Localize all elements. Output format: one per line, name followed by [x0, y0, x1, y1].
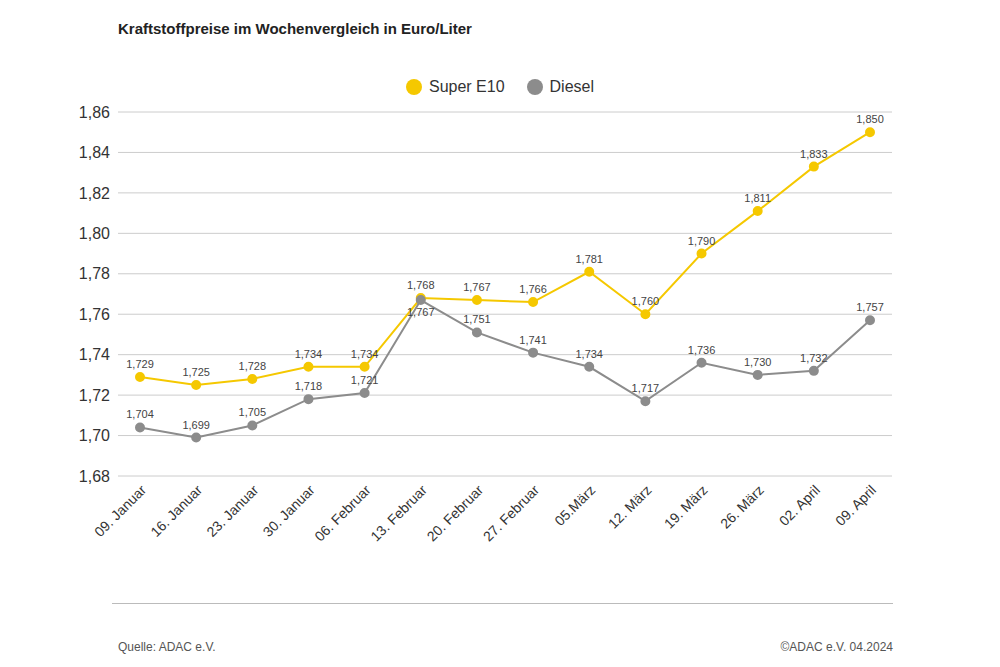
svg-text:09. April: 09. April	[832, 482, 879, 529]
svg-text:1,833: 1,833	[800, 148, 828, 160]
svg-text:02. April: 02. April	[776, 482, 823, 529]
html-text:Quelle: ADAC e.V.: Quelle: ADAC e.V.	[118, 640, 216, 654]
svg-text:1,718: 1,718	[295, 380, 323, 392]
svg-text:06. Februar: 06. Februar	[311, 482, 374, 545]
svg-text:1,728: 1,728	[239, 360, 267, 372]
svg-text:1,725: 1,725	[182, 366, 210, 378]
svg-text:1,767: 1,767	[407, 306, 435, 318]
svg-text:1,781: 1,781	[575, 253, 603, 265]
html-text:Super E10: Super E10	[429, 78, 505, 95]
svg-text:1,732: 1,732	[800, 352, 828, 364]
svg-text:1,741: 1,741	[519, 334, 547, 346]
html-text:Diesel: Diesel	[549, 78, 594, 95]
svg-text:1,768: 1,768	[407, 279, 435, 291]
svg-text:23. Januar: 23. Januar	[203, 482, 261, 540]
svg-text:1,734: 1,734	[351, 348, 379, 360]
svg-text:27. Februar: 27. Februar	[480, 482, 543, 545]
svg-text:1,80: 1,80	[79, 225, 110, 242]
svg-text:12. März: 12. März	[605, 482, 655, 532]
svg-text:1,68: 1,68	[79, 468, 110, 485]
svg-text:26. März: 26. März	[717, 482, 767, 532]
html-text:©ADAC e.V. 04.2024: ©ADAC e.V. 04.2024	[780, 640, 893, 654]
svg-text:1,704: 1,704	[126, 408, 154, 420]
svg-text:1,767: 1,767	[463, 281, 491, 293]
svg-text:19. März: 19. März	[661, 482, 711, 532]
svg-text:1,74: 1,74	[79, 346, 110, 363]
svg-text:1,757: 1,757	[856, 301, 884, 313]
html-text:Kraftstoffpreise im Wochenverg: Kraftstoffpreise im Wochenvergleich in E…	[118, 20, 472, 37]
svg-text:1,730: 1,730	[744, 356, 772, 368]
svg-text:1,850: 1,850	[856, 113, 884, 125]
svg-text:30. Januar: 30. Januar	[260, 482, 318, 540]
svg-text:1,751: 1,751	[463, 313, 491, 325]
svg-text:1,70: 1,70	[79, 427, 110, 444]
svg-text:1,78: 1,78	[79, 265, 110, 282]
svg-text:1,82: 1,82	[79, 185, 110, 202]
svg-text:1,76: 1,76	[79, 306, 110, 323]
svg-text:1,84: 1,84	[79, 144, 110, 161]
svg-text:1,717: 1,717	[632, 382, 660, 394]
svg-text:05.März: 05.März	[551, 482, 598, 529]
svg-text:1,721: 1,721	[351, 374, 379, 386]
svg-text:1,729: 1,729	[126, 358, 154, 370]
svg-text:1,766: 1,766	[519, 283, 547, 295]
svg-text:1,705: 1,705	[239, 406, 267, 418]
svg-text:16. Januar: 16. Januar	[147, 482, 205, 540]
svg-text:09. Januar: 09. Januar	[91, 482, 149, 540]
svg-text:20. Februar: 20. Februar	[424, 482, 487, 545]
svg-text:1,790: 1,790	[688, 235, 716, 247]
svg-text:1,734: 1,734	[295, 348, 323, 360]
svg-text:13. Februar: 13. Februar	[367, 482, 430, 545]
svg-text:1,736: 1,736	[688, 344, 716, 356]
svg-text:1,734: 1,734	[575, 348, 603, 360]
svg-text:1,699: 1,699	[182, 419, 210, 431]
svg-text:1,72: 1,72	[79, 387, 110, 404]
svg-text:1,86: 1,86	[79, 104, 110, 121]
svg-text:1,760: 1,760	[632, 295, 660, 307]
svg-text:1,811: 1,811	[744, 192, 771, 204]
